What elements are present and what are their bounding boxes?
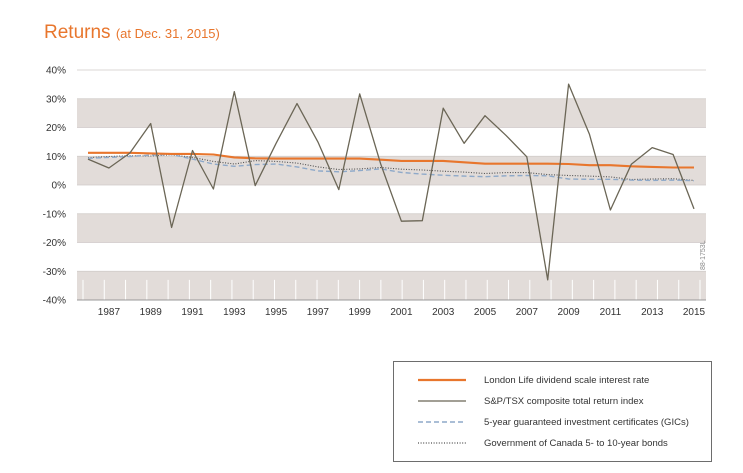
chart-legend: London Life dividend scale interest rate…: [393, 361, 712, 462]
grid-band: [77, 271, 706, 300]
y-tick-label: -10%: [43, 209, 66, 220]
x-tick-label: 1989: [140, 307, 163, 318]
x-tick-label: 1991: [181, 307, 204, 318]
y-tick-label: -40%: [43, 296, 66, 307]
x-tick-label: 2005: [474, 307, 497, 318]
x-tick-label: 2007: [516, 307, 539, 318]
legend-swatch-sp-tsx: [418, 400, 466, 402]
document-code: 88-1753L: [700, 240, 707, 270]
legend-item-bonds: Government of Canada 5- to 10-year bonds: [418, 436, 668, 450]
y-tick-label: 0%: [52, 181, 67, 192]
chart-title-date: (at Dec. 31, 2015): [115, 26, 220, 41]
legend-swatch-bonds: [418, 442, 466, 444]
x-tick-label: 2013: [641, 307, 664, 318]
x-tick-label: 1987: [98, 307, 121, 318]
grid-band: [77, 213, 706, 243]
x-tick-label: 2003: [432, 307, 455, 318]
x-tick-label: 2011: [600, 307, 622, 318]
legend-label-london-life: London Life dividend scale interest rate: [484, 374, 650, 386]
legend-swatch-gic: [418, 421, 466, 423]
series-line-bonds: [87, 154, 695, 181]
y-tick-label: 40%: [46, 66, 66, 77]
y-tick-label: 20%: [46, 123, 66, 134]
legend-label-sp-tsx: S&P/TSX composite total return index: [484, 395, 644, 407]
grid-band: [77, 98, 706, 128]
x-tick-label: 2015: [683, 307, 706, 318]
y-tick-label: 10%: [46, 152, 66, 163]
legend-item-gic: 5-year guaranteed investment certificate…: [418, 415, 689, 429]
series-line-sp-tsx: [87, 83, 695, 281]
x-tick-label: 1997: [307, 307, 330, 318]
series-line-london-life: [88, 151, 694, 169]
x-tick-label: 1995: [265, 307, 288, 318]
legend-item-sp-tsx: S&P/TSX composite total return index: [418, 394, 643, 408]
y-tick-label: -20%: [43, 238, 66, 249]
y-tick-label: -30%: [43, 267, 66, 278]
legend-label-bonds: Government of Canada 5- to 10-year bonds: [484, 437, 668, 449]
legend-item-london-life: London Life dividend scale interest rate: [418, 373, 649, 387]
chart-title: Returns (at Dec. 31, 2015): [44, 22, 220, 44]
legend-swatch-london-life: [418, 378, 466, 382]
x-tick-label: 1999: [349, 307, 372, 318]
x-tick-label: 1993: [223, 307, 246, 318]
x-tick-label: 2009: [557, 307, 580, 318]
y-tick-label: 30%: [46, 94, 66, 105]
legend-label-gic: 5-year guaranteed investment certificate…: [484, 416, 689, 428]
x-tick-label: 2001: [390, 307, 413, 318]
series-line-gic: [87, 153, 695, 182]
chart-title-main: Returns: [44, 22, 111, 43]
